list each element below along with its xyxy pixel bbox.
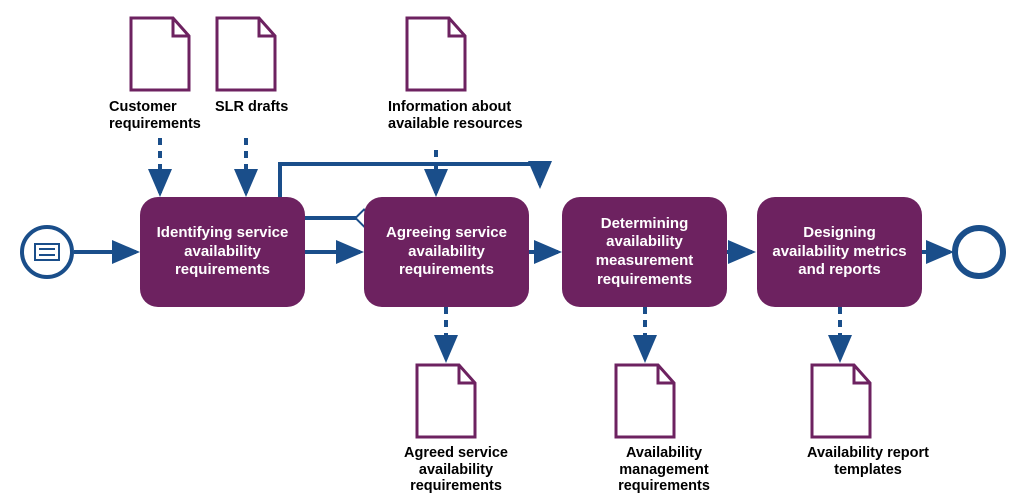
document-label-o1: Agreed service availability requirements — [386, 445, 526, 495]
start-event — [20, 225, 74, 279]
process-p2: Agreeing service availability requiremen… — [364, 197, 529, 307]
document-o3 — [810, 363, 872, 439]
document-d3 — [405, 16, 467, 92]
document-d1 — [129, 16, 191, 92]
document-label-d2: SLR drafts — [215, 99, 288, 116]
process-p1: Identifying service availability require… — [140, 197, 305, 307]
flowchart-canvas: Identifying service availability require… — [0, 0, 1024, 504]
document-label-d3: Information about available resources — [388, 99, 528, 132]
process-p4: Designing availability metrics and repor… — [757, 197, 922, 307]
document-o2 — [614, 363, 676, 439]
document-label-o3: Availability report templates — [798, 445, 938, 478]
end-event — [952, 225, 1006, 279]
document-o1 — [415, 363, 477, 439]
document-d2 — [215, 16, 277, 92]
process-p3: Determining availability measurement req… — [562, 197, 727, 307]
document-label-o2: Availability management requirements — [594, 445, 734, 495]
